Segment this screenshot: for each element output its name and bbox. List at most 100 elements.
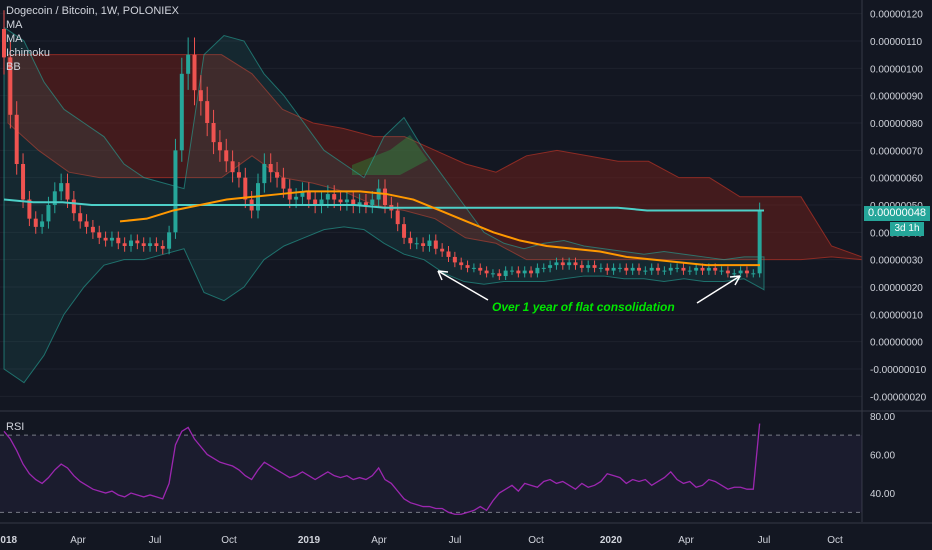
- candle-body: [135, 240, 140, 244]
- candle-body: [90, 226, 95, 233]
- candle-body: [65, 183, 70, 200]
- candle-body: [236, 172, 241, 178]
- candle-body: [141, 243, 146, 246]
- candle-body: [306, 191, 311, 200]
- candle-body: [751, 273, 756, 275]
- rsi-tick-label: 40.00: [870, 489, 895, 500]
- candle-body: [624, 267, 629, 271]
- y-tick-label: 0.00000080: [870, 119, 923, 130]
- x-tick-label: Apr: [371, 535, 387, 546]
- candle-body: [319, 199, 324, 205]
- candle-body: [440, 248, 445, 252]
- candle-body: [484, 270, 489, 274]
- candle-body: [167, 232, 172, 249]
- candle-body: [129, 240, 133, 246]
- candle-body: [300, 191, 305, 197]
- candle-body: [408, 237, 413, 244]
- candle-body: [332, 194, 337, 200]
- candle-body: [732, 273, 737, 275]
- candle-body: [611, 267, 616, 271]
- candle-body: [516, 270, 521, 274]
- candle-body: [116, 237, 121, 244]
- last-price-badge: 0.00000048: [864, 206, 930, 221]
- bar-countdown-badge: 3d 1h: [890, 222, 924, 236]
- candle-body: [325, 194, 330, 200]
- candle-body: [446, 251, 451, 257]
- legend-ichimoku[interactable]: Ichimoku: [6, 47, 51, 59]
- candle-body: [700, 267, 705, 271]
- rsi-tick-label: 60.00: [870, 450, 895, 461]
- candlestick-series: [2, 10, 762, 281]
- candle-body: [59, 183, 64, 192]
- candle-body: [681, 267, 686, 271]
- candle-body: [713, 267, 718, 271]
- ma-short-line: [119, 190, 760, 267]
- y-tick-label: 0.00000060: [870, 174, 923, 185]
- ma-long-line: [3, 198, 764, 212]
- candle-body: [548, 265, 553, 268]
- y-tick-label: 0.00000030: [870, 256, 923, 267]
- candle-body: [357, 202, 362, 205]
- legend-bb[interactable]: BB: [6, 61, 21, 73]
- y-tick-label: 0.00000100: [870, 64, 923, 75]
- candle-body: [46, 205, 51, 222]
- arrow-left-line: [437, 270, 489, 301]
- candle-body: [224, 150, 229, 162]
- cloud-bull-area: [352, 135, 428, 175]
- candle-body: [535, 267, 540, 274]
- legend-ma-1[interactable]: MA: [6, 19, 23, 31]
- candle-body: [370, 199, 375, 205]
- y-tick-label: 0.00000010: [870, 310, 923, 321]
- candle-body: [662, 270, 667, 272]
- candle-body: [205, 101, 210, 123]
- candle-body: [262, 164, 267, 184]
- candle-body: [617, 267, 622, 269]
- candle-body: [706, 267, 711, 271]
- candle-body: [33, 218, 38, 227]
- candle-body: [427, 240, 432, 246]
- candle-body: [351, 199, 356, 205]
- candle-body: [52, 191, 57, 205]
- candle-body: [586, 265, 591, 268]
- candle-body: [687, 270, 692, 272]
- x-tick-label: Apr: [678, 535, 694, 546]
- candle-body: [656, 267, 661, 271]
- bb-envelope: [3, 26, 765, 384]
- candle-body: [668, 267, 673, 271]
- rsi-legend-label[interactable]: RSI: [6, 421, 25, 433]
- candle-body: [719, 270, 724, 272]
- arrow-left-head: [437, 270, 449, 281]
- candle-body: [554, 262, 559, 266]
- candle-body: [649, 267, 654, 271]
- candle-body: [281, 177, 286, 189]
- candle-body: [541, 267, 546, 269]
- y-tick-label: 0.00000020: [870, 283, 923, 294]
- candle-body: [725, 270, 730, 274]
- candle-body: [160, 246, 165, 249]
- candle-body: [497, 273, 502, 277]
- candle-body: [383, 188, 387, 205]
- candle-body: [103, 237, 108, 241]
- x-tick-label: 2020: [600, 535, 623, 546]
- y-tick-label: 0.00000110: [870, 37, 923, 48]
- candle-body: [186, 54, 191, 74]
- candle-body: [452, 256, 457, 263]
- consolidation-annotation: Over 1 year of flat consolidation: [492, 300, 675, 314]
- rsi-line: [3, 423, 761, 515]
- x-tick-label: Oct: [221, 535, 237, 546]
- candle-body: [230, 161, 235, 173]
- x-tick-label: Jul: [449, 535, 462, 546]
- candle-body: [757, 210, 762, 274]
- candle-body: [198, 90, 203, 102]
- candle-body: [503, 270, 508, 277]
- arrow-right-head: [729, 275, 741, 286]
- candle-body: [217, 142, 222, 151]
- candle-body: [630, 267, 635, 271]
- candle-body: [14, 114, 19, 164]
- legend-ma-2[interactable]: MA: [6, 33, 23, 45]
- candle-body: [243, 177, 248, 200]
- candle-body: [738, 270, 743, 274]
- candle-body: [148, 243, 153, 246]
- candle-body: [84, 221, 89, 227]
- candle-body: [490, 273, 495, 275]
